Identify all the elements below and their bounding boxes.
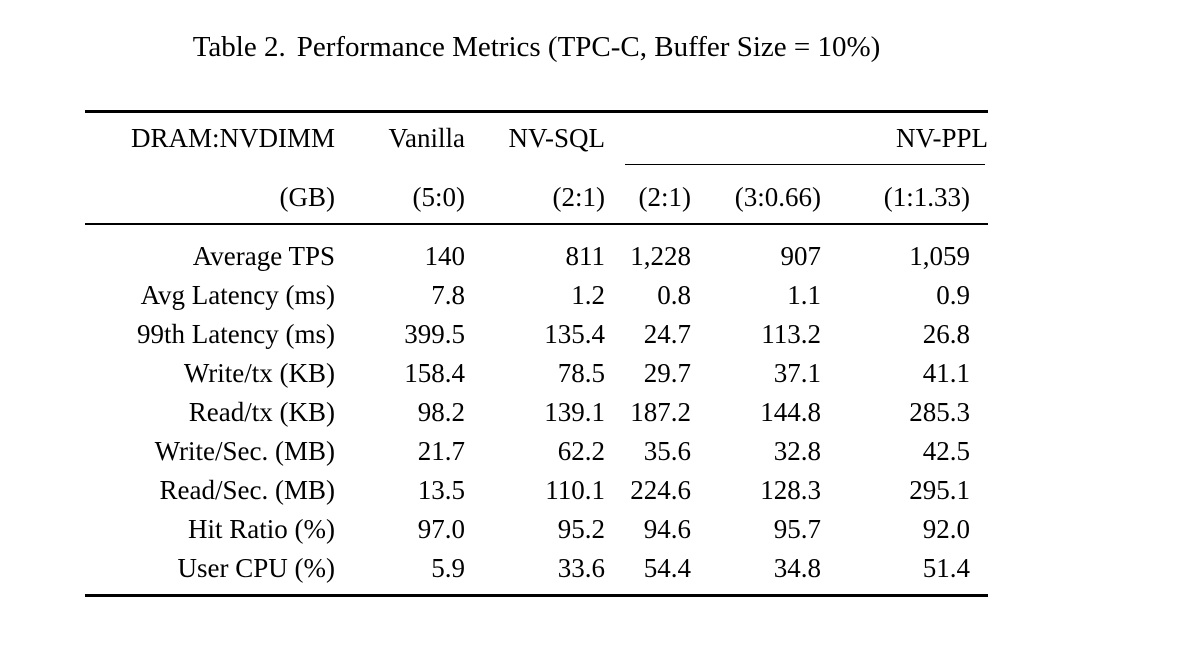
metric-value: 62.2 [557,435,605,466]
metric-value: 140 [424,240,466,271]
caption-text: Performance Metrics (TPC-C, Buffer Size … [296,31,881,63]
table-row: Read/Sec. (MB) 13.5 110.1 224.6 128.3 29… [85,471,988,510]
metric-label: Average TPS [192,240,335,271]
table-caption: Table 2. Performance Metrics (TPC-C, Buff… [85,30,988,64]
table-row: Read/tx (KB) 98.2 139.1 187.2 144.8 285.… [85,393,988,432]
metric-value: 811 [565,240,606,271]
metric-value: 98.2 [417,396,465,427]
metric-value: 32.8 [773,435,821,466]
metric-value: 95.7 [773,513,821,544]
col-header-nv-sql: NV-SQL [508,123,605,154]
metric-value: 187.2 [630,396,691,427]
metric-value: 128.3 [760,474,821,505]
header-row-configs: (GB) (5:0) (2:1) (2:1) (3:0.66) (1:1.33) [85,165,989,225]
performance-metrics-table: DRAM:NVDIMM Vanilla NV-SQL NV-PPL (GB) (… [85,110,989,597]
col-subheader-nvppl-ratio-3: (1:1.33) [821,165,989,225]
metric-value: 158.4 [404,357,465,388]
metric-label: User CPU (%) [177,552,335,583]
table-row: Write/tx (KB) 158.4 78.5 29.7 37.1 41.1 [85,354,988,393]
metric-value: 1,059 [909,240,971,271]
col-header-vanilla: Vanilla [388,123,465,154]
metric-value: 1.2 [571,279,605,310]
table-row: Avg Latency (ms) 7.8 1.2 0.8 1.1 0.9 [85,276,988,315]
metric-label: Write/Sec. (MB) [154,435,335,466]
metric-value: 26.8 [922,318,971,349]
metric-value: 13.5 [417,474,465,505]
metric-label: 99th Latency (ms) [137,318,335,349]
table-row: Hit Ratio (%) 97.0 95.2 94.6 95.7 92.0 [85,510,988,549]
col-subheader-nvppl-ratio-2: (3:0.66) [691,165,821,225]
metric-value: 399.5 [404,318,465,349]
metric-value: 144.8 [760,396,821,427]
metric-label: Read/tx (KB) [188,396,335,427]
metric-value: 285.3 [909,396,971,427]
header-row-systems: DRAM:NVDIMM Vanilla NV-SQL NV-PPL [85,112,988,166]
col-subheader-vanilla-ratio: (5:0) [335,165,465,225]
metric-value: 0.8 [657,279,691,310]
metric-value: 295.1 [909,474,971,505]
metric-value: 135.4 [544,318,605,349]
metric-value: 35.6 [643,435,691,466]
col-subheader-gb: (GB) [85,165,335,225]
col-subheader-nvppl-ratio-1: (2:1) [605,165,691,225]
metric-value: 139.1 [544,396,605,427]
metric-value: 21.7 [417,435,465,466]
metric-value: 1.1 [787,279,821,310]
table-row: Write/Sec. (MB) 21.7 62.2 35.6 32.8 42.5 [85,432,988,471]
metric-value: 1,228 [630,240,691,271]
metric-value: 97.0 [417,513,465,544]
metric-value: 29.7 [643,357,691,388]
metric-label: Avg Latency (ms) [140,279,335,310]
table-row: 99th Latency (ms) 399.5 135.4 24.7 113.2… [85,315,988,354]
metric-value: 51.4 [922,552,971,583]
metric-value: 34.8 [773,552,821,583]
metric-value: 92.0 [922,513,971,544]
metric-value: 110.1 [545,474,605,505]
metric-label: Write/tx (KB) [183,357,335,388]
metric-value: 78.5 [557,357,605,388]
table-container: DRAM:NVDIMM Vanilla NV-SQL NV-PPL (GB) (… [85,110,989,597]
metric-value: 0.9 [936,279,971,310]
col-group-header-nv-ppl: NV-PPL [605,112,988,166]
table-row: User CPU (%) 5.9 33.6 54.4 34.8 51.4 [85,549,988,596]
col-header-dram-nvdimm: DRAM:NVDIMM [130,123,335,154]
metric-value: 113.2 [761,318,821,349]
metric-value: 24.7 [643,318,691,349]
metric-value: 37.1 [773,357,821,388]
metric-value: 54.4 [643,552,691,583]
metric-value: 41.1 [922,357,971,388]
col-subheader-nvsql-ratio: (2:1) [465,165,605,225]
metric-value: 94.6 [643,513,691,544]
metric-label: Read/Sec. (MB) [159,474,335,505]
metric-value: 42.5 [922,435,971,466]
metric-value: 7.8 [431,279,465,310]
metric-value: 907 [780,240,822,271]
metric-value: 224.6 [630,474,691,505]
nv-ppl-label: NV-PPL [895,123,989,154]
metric-value: 33.6 [557,552,605,583]
table-row: Average TPS 140 811 1,228 907 1,059 [85,224,988,276]
caption-label: Table 2. [192,31,286,63]
metric-value: 95.2 [557,513,605,544]
metric-value: 5.9 [431,552,465,583]
metric-label: Hit Ratio (%) [188,513,335,544]
